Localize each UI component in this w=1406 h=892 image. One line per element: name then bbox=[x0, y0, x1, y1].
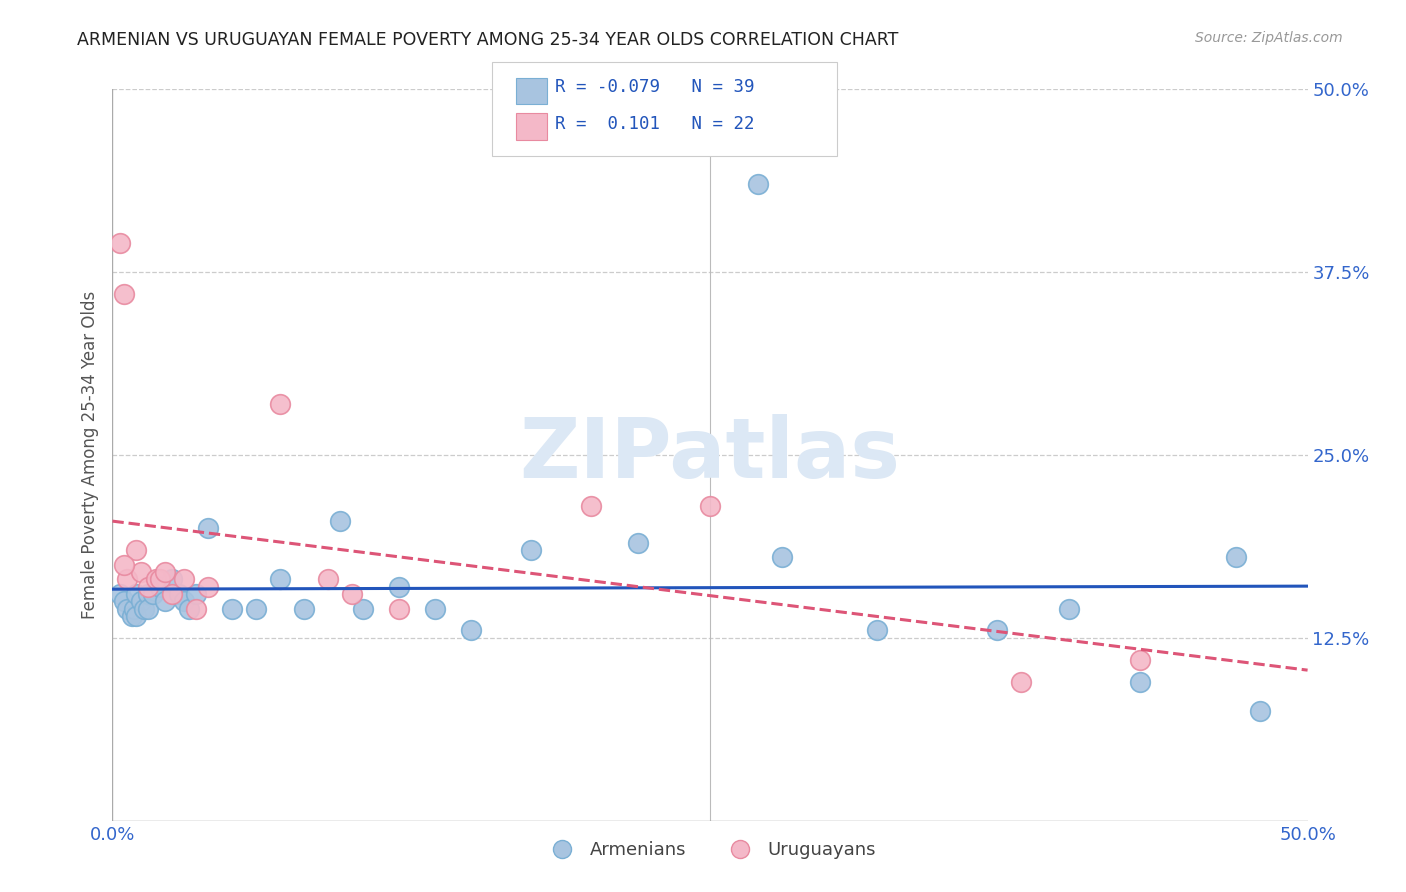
Text: R =  0.101   N = 22: R = 0.101 N = 22 bbox=[555, 115, 755, 133]
Point bbox=[221, 601, 243, 615]
Point bbox=[197, 580, 219, 594]
Point bbox=[138, 580, 160, 594]
Point bbox=[329, 514, 352, 528]
Point bbox=[269, 572, 291, 586]
Point bbox=[340, 587, 363, 601]
Point bbox=[579, 499, 602, 513]
Text: Source: ZipAtlas.com: Source: ZipAtlas.com bbox=[1195, 31, 1343, 45]
Point bbox=[197, 521, 219, 535]
Point bbox=[1010, 674, 1032, 689]
Point bbox=[149, 572, 172, 586]
Point bbox=[149, 580, 172, 594]
Text: ZIPatlas: ZIPatlas bbox=[520, 415, 900, 495]
Y-axis label: Female Poverty Among 25-34 Year Olds: Female Poverty Among 25-34 Year Olds bbox=[80, 291, 98, 619]
Point bbox=[747, 178, 769, 192]
Point bbox=[129, 594, 152, 608]
Point bbox=[114, 558, 135, 572]
Point bbox=[1249, 704, 1271, 718]
Point bbox=[115, 572, 138, 586]
Point bbox=[125, 587, 148, 601]
Point bbox=[145, 572, 167, 586]
Point bbox=[153, 565, 176, 579]
Point bbox=[388, 601, 411, 615]
Point bbox=[1129, 674, 1152, 689]
Point bbox=[460, 624, 482, 638]
Point bbox=[520, 543, 543, 558]
Text: R = -0.079   N = 39: R = -0.079 N = 39 bbox=[555, 78, 755, 96]
Point bbox=[138, 601, 160, 615]
Point bbox=[425, 601, 447, 615]
Point bbox=[986, 624, 1008, 638]
Point bbox=[162, 587, 183, 601]
Point bbox=[121, 608, 143, 623]
Point bbox=[352, 601, 374, 615]
Point bbox=[866, 624, 889, 638]
Point bbox=[162, 572, 183, 586]
Point bbox=[186, 587, 208, 601]
Point bbox=[770, 550, 793, 565]
Point bbox=[108, 587, 131, 601]
Point bbox=[125, 608, 148, 623]
Point bbox=[125, 543, 148, 558]
Point bbox=[142, 587, 165, 601]
Point bbox=[115, 601, 138, 615]
Point bbox=[153, 594, 176, 608]
Point bbox=[138, 587, 160, 601]
Point bbox=[245, 601, 267, 615]
Point bbox=[122, 601, 145, 615]
Point bbox=[699, 499, 721, 513]
Point bbox=[173, 594, 195, 608]
Point bbox=[114, 594, 135, 608]
Point bbox=[627, 535, 650, 549]
Point bbox=[316, 572, 339, 586]
Legend: Armenians, Uruguayans: Armenians, Uruguayans bbox=[537, 834, 883, 866]
Point bbox=[292, 601, 315, 615]
Point bbox=[114, 287, 135, 301]
Point bbox=[169, 587, 191, 601]
Point bbox=[173, 572, 195, 586]
Point bbox=[269, 397, 291, 411]
Point bbox=[108, 235, 131, 250]
Point bbox=[1057, 601, 1080, 615]
Point bbox=[177, 601, 200, 615]
Text: ARMENIAN VS URUGUAYAN FEMALE POVERTY AMONG 25-34 YEAR OLDS CORRELATION CHART: ARMENIAN VS URUGUAYAN FEMALE POVERTY AMO… bbox=[77, 31, 898, 49]
Point bbox=[132, 601, 155, 615]
Point bbox=[129, 565, 152, 579]
Point bbox=[186, 601, 208, 615]
Point bbox=[1225, 550, 1247, 565]
Point bbox=[1129, 653, 1152, 667]
Point bbox=[388, 580, 411, 594]
